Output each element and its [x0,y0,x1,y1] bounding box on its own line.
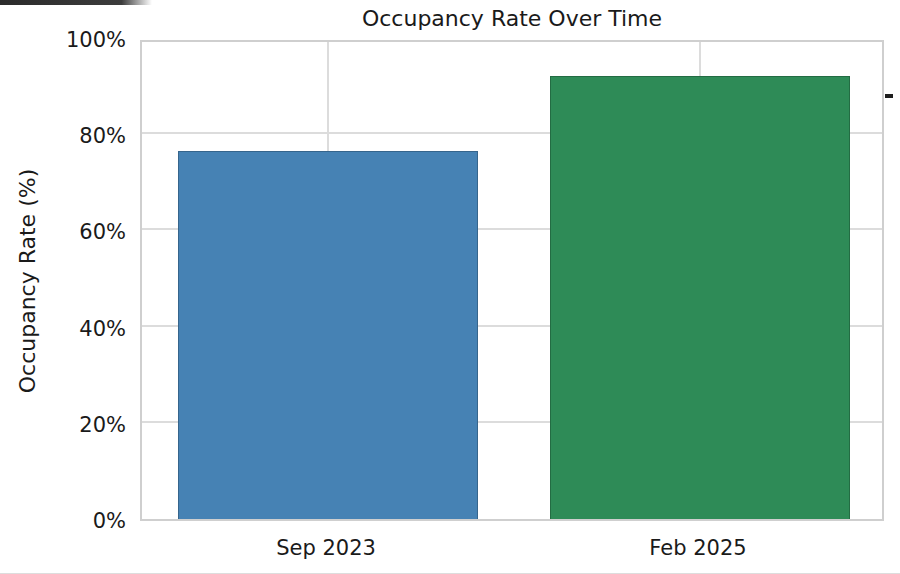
plot-area [140,40,884,521]
chart-title: Occupancy Rate Over Time [362,6,662,32]
ytick-label: 20% [79,413,126,437]
ytick-label: 40% [79,317,126,341]
ytick-label: 0% [93,509,126,533]
bar-sep-2023 [178,151,478,519]
bar-chart-figure: Occupancy Rate Over Time Occupancy Rate … [0,0,900,574]
xtick-label: Sep 2023 [276,536,376,560]
ytick-label: 60% [79,220,126,244]
screenshot-edge-artifact [0,0,152,5]
ytick-label: 80% [79,124,126,148]
y-axis-label: Occupancy Rate (%) [15,169,40,393]
bar-feb-2025 [550,76,850,519]
right-axis-tick-mark [885,94,893,98]
xtick-label: Feb 2025 [649,536,746,560]
ytick-label: 100% [66,28,126,52]
